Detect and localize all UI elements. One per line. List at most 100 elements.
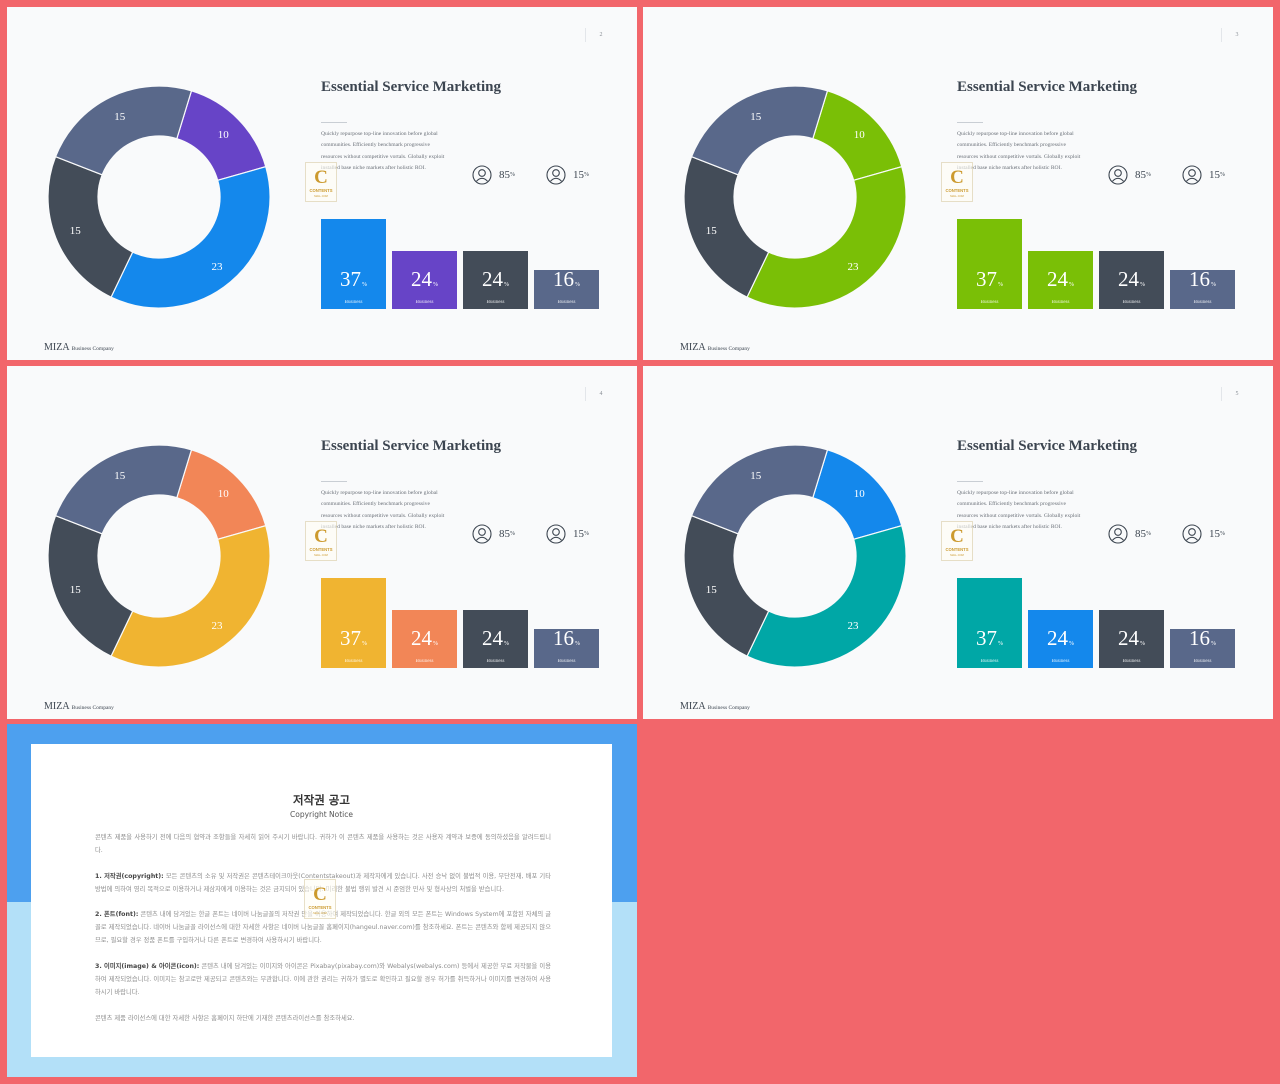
footer-subtitle: Business Company	[71, 705, 114, 711]
bar-label: Business	[557, 659, 576, 664]
stat-unit: %	[510, 531, 515, 537]
page-number: 2	[585, 28, 616, 42]
slide-title: Essential Service Marketing	[957, 438, 1137, 454]
notice-section-text: 콘텐츠 내에 담겨있는 한글 폰트는 네이버 나눔글꼴의 저작권 만을 이용하여…	[95, 911, 551, 945]
title-divider	[957, 122, 983, 123]
stat-unit: %	[584, 531, 589, 537]
bar-value-unit: %	[1140, 641, 1145, 647]
bar-label: Business	[344, 659, 363, 664]
watermark-frame	[304, 879, 336, 919]
bar-value: 24%	[392, 269, 457, 296]
slide-footer: MIZA Business Company	[680, 337, 750, 355]
watermark-subtext: MALL.COM	[950, 194, 964, 198]
user-icon	[546, 165, 566, 185]
bar-label: Business	[1193, 659, 1212, 664]
watermark-subtext: MALL.COM	[314, 553, 328, 557]
slide-4: 4 10 23 15 15 Essential Service Marketing Quic…	[7, 366, 637, 719]
bar-value-unit: %	[362, 641, 367, 647]
stat-value: 15	[1209, 528, 1220, 540]
bar-value-number: 24	[1047, 626, 1068, 650]
bar-value-unit: %	[1211, 641, 1216, 647]
slide-footer: MIZA Business Company	[680, 696, 750, 714]
copyright-notice-slide: 저작권 공고 Copyright Notice 콘텐츠 제품을 사용하기 전에 …	[7, 724, 637, 1077]
donut-slice-label: 23	[848, 620, 860, 632]
slide-title: Essential Service Marketing	[321, 438, 501, 454]
notice-closing: 콘텐츠 제품 라이선스에 대한 자세한 사항은 홈페이지 하단에 기재한 콘텐츠…	[95, 1014, 355, 1022]
stat-value: 85	[1135, 169, 1146, 181]
bar-value: 24%	[1028, 269, 1093, 296]
bar-chart: 37% Business 24% Business 24% Business 16% Busi…	[321, 215, 601, 309]
bar-label: Business	[415, 659, 434, 664]
page-number: 3	[1221, 28, 1252, 42]
bar-value-unit: %	[504, 641, 509, 647]
watermark-subtext: MALL.COM	[950, 553, 964, 557]
bar-value-unit: %	[998, 282, 1003, 288]
donut-slice-label: 23	[212, 620, 224, 632]
notice-section-copyright: 1. 저작권(copyright): 모든 콘텐츠의 소유 및 저작권은 콘텐츠…	[95, 871, 551, 897]
bar: 16% Business	[534, 269, 599, 309]
bar-value-unit: %	[504, 282, 509, 288]
donut-slice-label: 23	[212, 261, 224, 273]
bar-value: 24%	[1099, 628, 1164, 655]
stat-unit: %	[510, 172, 515, 178]
donut-slice-label: 15	[114, 111, 126, 123]
slide-description: Quickly repurpose top-line innovation be…	[321, 490, 445, 531]
bar-value: 24%	[463, 269, 528, 296]
bar-value-number: 16	[1189, 626, 1210, 650]
slide-description: Quickly repurpose top-line innovation be…	[957, 131, 1081, 172]
user-stat: 15%	[546, 164, 589, 186]
donut-slice	[110, 524, 271, 668]
donut-slice	[746, 165, 907, 309]
donut-slice-label: 15	[706, 584, 718, 596]
watermark-frame	[941, 162, 973, 202]
stat-value: 85	[499, 169, 510, 181]
watermark-letter: C	[950, 167, 964, 188]
bar-value-number: 37	[976, 626, 997, 650]
donut-slice-label: 10	[854, 129, 866, 141]
donut-chart: 10 23 15 15	[683, 444, 907, 668]
bar: 24% Business	[1028, 610, 1093, 668]
notice-section-text: 모든 콘텐츠의 소유 및 저작권은 콘텐츠테이크아웃(Contentstakeo…	[95, 872, 551, 893]
watermark-text: CONTENTS	[945, 188, 968, 193]
bar-chart: 37% Business 24% Business 24% Business 16% Busi…	[957, 574, 1237, 668]
donut-slice	[54, 85, 193, 176]
bar-value-number: 37	[976, 267, 997, 291]
bar-value-number: 37	[340, 626, 361, 650]
donut-slice	[47, 155, 134, 298]
donut-slice-label: 15	[750, 470, 762, 482]
bar-value: 24%	[1099, 269, 1164, 296]
watermark-letter: C	[314, 526, 328, 547]
bar-label: Business	[557, 300, 576, 305]
bar: 16% Business	[1170, 269, 1235, 309]
footer-subtitle: Business Company	[71, 346, 114, 352]
donut-slice-label: 15	[70, 584, 82, 596]
footer-subtitle: Business Company	[707, 346, 750, 352]
notice-title: 저작권 공고	[293, 793, 350, 807]
slide-3: 3 10 23 15 15 Essential Service Marketing Quic…	[643, 7, 1273, 360]
footer-brand: MIZA	[44, 701, 70, 712]
bar-value-number: 24	[411, 267, 432, 291]
bar-value: 24%	[1028, 628, 1093, 655]
bar-chart: 37% Business 24% Business 24% Business 16% Busi…	[321, 574, 601, 668]
bar-value: 37%	[321, 628, 386, 655]
watermark-letter: C	[950, 526, 964, 547]
user-stat: 85%	[1108, 523, 1151, 545]
donut-slice	[47, 514, 134, 657]
stat-unit: %	[1220, 531, 1225, 537]
donut-slice	[683, 155, 770, 298]
notice-intro: 콘텐츠 제품을 사용하기 전에 다음의 협약과 조항들을 자세히 읽어 주시기 …	[95, 834, 551, 854]
bar-value: 24%	[392, 628, 457, 655]
footer-brand: MIZA	[44, 342, 70, 353]
watermark-logo: C CONTENTS MALL.COM	[304, 879, 336, 919]
bar-label: Business	[1051, 300, 1070, 305]
bar-value: 16%	[1170, 628, 1235, 655]
slide-title: Essential Service Marketing	[957, 79, 1137, 95]
user-icon	[472, 524, 492, 544]
bar-value-number: 24	[482, 267, 503, 291]
bar-value: 24%	[463, 628, 528, 655]
notice-section-heading: 2. 폰트(font):	[95, 911, 139, 919]
bar-value: 37%	[957, 628, 1022, 655]
user-icon	[1182, 165, 1202, 185]
bar-value-number: 37	[340, 267, 361, 291]
